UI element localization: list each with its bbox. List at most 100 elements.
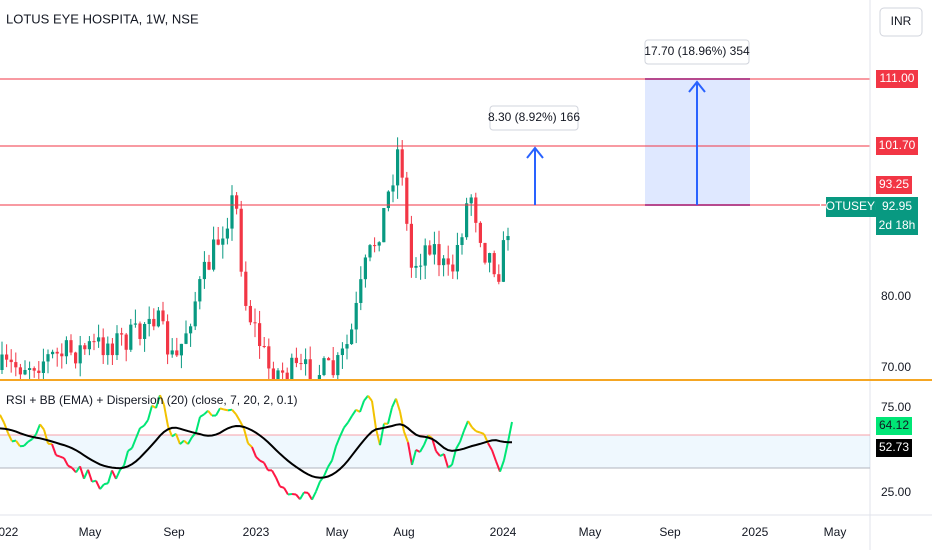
candle-body [299,363,303,365]
rsi-segment [407,442,413,466]
rsi-segment [271,469,277,479]
candle-body [294,357,298,364]
rsi-segment [231,409,237,415]
rsi-segment [227,408,233,412]
rsi-segment [283,487,289,495]
candle-body [455,244,459,272]
rsi-segment [35,424,41,435]
currency-button[interactable] [879,7,923,37]
rsi-segment [415,448,421,453]
indicator-title[interactable]: RSI + BB (EMA) + Dispersion (20) (close,… [6,393,297,407]
symbol-title[interactable]: LOTUS EYE HOSPITA, 1W, NSE [6,11,199,26]
rsi-segment [343,421,349,429]
rsi-segment [115,469,121,480]
candle-body [193,301,197,327]
candle-body [9,359,13,363]
candle-body [239,208,243,272]
candle-body [161,310,165,322]
rsi-segment [367,395,373,402]
candle-body [147,318,151,324]
candle-body [124,334,128,350]
measure-label: 8.30 (8.92%) 166 [488,110,580,124]
measure-label: 17.70 (18.96%) 354 [644,44,750,58]
rsi-segment [411,449,417,466]
rsi-segment [335,436,341,447]
candle-body [51,351,55,355]
rsi-segment [347,415,353,423]
price-tag-label: 101.70 [879,138,916,152]
candle-body [460,237,464,245]
indicator-axis-label: 25.00 [881,485,911,499]
price-tag-label: 111.00 [880,71,915,85]
candle-body [285,372,289,380]
candle-body [474,197,478,223]
rsi-segment [63,457,69,467]
rsi-segment [459,430,465,443]
rsi-segment [103,482,109,486]
candle-body [207,261,211,270]
candle-body [55,351,59,354]
rsi-segment [195,416,201,433]
rsi-segment [463,420,469,432]
time-axis-label: 2024 [490,525,517,539]
candle-body [409,223,413,268]
rsi-segment [91,479,97,483]
candle-body [432,244,436,255]
time-axis-label: 2022 [0,525,19,539]
rsi-segment [307,492,313,501]
rsi-segment [11,439,17,443]
candle-body [60,353,64,357]
rsi-segment [487,442,493,451]
time-axis-label: May [824,525,847,539]
rsi-segment [0,414,5,424]
candle-body [32,368,36,371]
rsi-segment [207,410,213,417]
rsi-segment [375,428,381,446]
candle-body [428,245,432,255]
rsi-segment [503,441,509,461]
candle-body [331,360,335,376]
candle-body [488,253,492,263]
candle-body [396,149,400,186]
candle-body [184,333,188,344]
indicator-tag [876,439,912,457]
candle-body [497,274,501,282]
candle-body [368,245,372,258]
candle-body [74,352,78,364]
candle-body [506,236,510,241]
candle-body [23,369,27,375]
rsi-segment [167,425,173,437]
currency[interactable]: INR [891,14,912,28]
rsi-segment [395,398,401,412]
candle-body [442,258,446,266]
rsi-segment [263,462,269,471]
candle-body [419,265,423,267]
rsi-segment [215,407,221,416]
price-tag [876,137,918,155]
rsi-segment [299,491,305,500]
bb-basis [0,423,512,479]
candle-body [271,368,275,380]
candle-body [64,340,68,357]
rsi-segment [179,439,185,445]
price-axis-label: 70.00 [881,360,911,374]
candle-body [327,358,331,361]
rsi-segment [175,433,181,445]
candle-body [170,350,174,355]
candle-body [437,244,441,266]
indicator-value: 52.73 [879,440,909,454]
candle-body [386,191,390,209]
rsi-segment [43,429,49,444]
last-price-tag [876,197,918,235]
candles [0,137,510,380]
price-tag-label: 93.25 [879,177,909,191]
rsi-segment [495,460,501,473]
candle-body [308,359,312,380]
candle-body [221,238,225,245]
candle-body [405,177,409,224]
candle-body [92,341,96,343]
rsi-segment [55,454,61,458]
rsi-segment [127,447,133,452]
candle-body [492,253,496,275]
